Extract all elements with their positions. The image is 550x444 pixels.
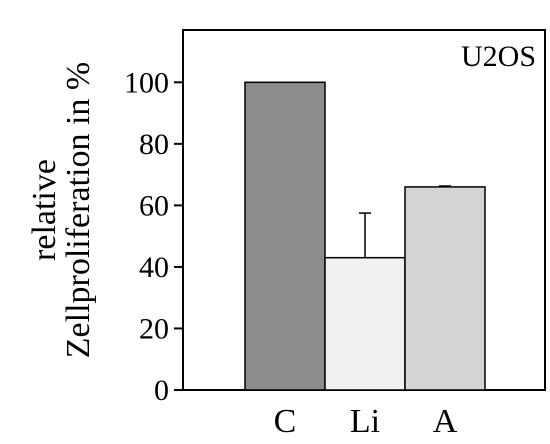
y-axis-label-line-2: Zellproliferation in % bbox=[60, 62, 97, 358]
y-tick-label: 0 bbox=[154, 374, 169, 407]
y-tick-label: 80 bbox=[139, 128, 169, 161]
y-tick-label: 100 bbox=[124, 66, 169, 99]
y-tick-label: 40 bbox=[139, 251, 169, 284]
inset-label: U2OS bbox=[461, 40, 536, 73]
x-category-label: Li bbox=[350, 403, 380, 440]
bar-a bbox=[404, 186, 486, 391]
y-tick-label: 60 bbox=[139, 189, 169, 222]
y-axis-label: relative Zellproliferation in % bbox=[26, 62, 97, 358]
bar-li bbox=[324, 256, 406, 391]
x-category-label: A bbox=[433, 403, 458, 440]
y-axis-label-line-1: relative bbox=[26, 159, 63, 261]
y-tick-label: 20 bbox=[139, 312, 169, 345]
bar-c bbox=[244, 81, 326, 391]
x-category-label: C bbox=[274, 403, 297, 440]
